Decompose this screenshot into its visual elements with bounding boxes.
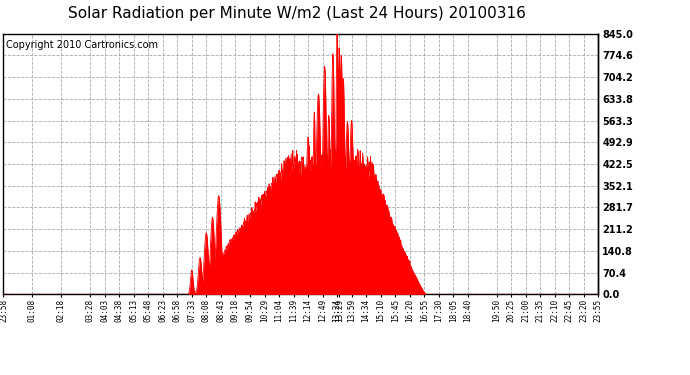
Text: Solar Radiation per Minute W/m2 (Last 24 Hours) 20100316: Solar Radiation per Minute W/m2 (Last 24… [68,6,526,21]
Text: Copyright 2010 Cartronics.com: Copyright 2010 Cartronics.com [6,40,159,50]
